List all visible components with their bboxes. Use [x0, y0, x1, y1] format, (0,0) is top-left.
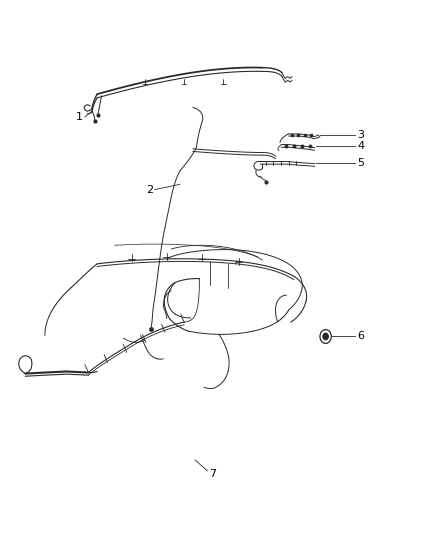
Text: 7: 7: [209, 470, 216, 479]
Text: 3: 3: [357, 130, 364, 140]
Circle shape: [323, 333, 328, 340]
Text: 5: 5: [357, 158, 364, 168]
Text: 1: 1: [76, 112, 83, 122]
Text: 2: 2: [146, 184, 153, 195]
Text: 4: 4: [357, 141, 364, 151]
Text: 6: 6: [357, 332, 364, 342]
